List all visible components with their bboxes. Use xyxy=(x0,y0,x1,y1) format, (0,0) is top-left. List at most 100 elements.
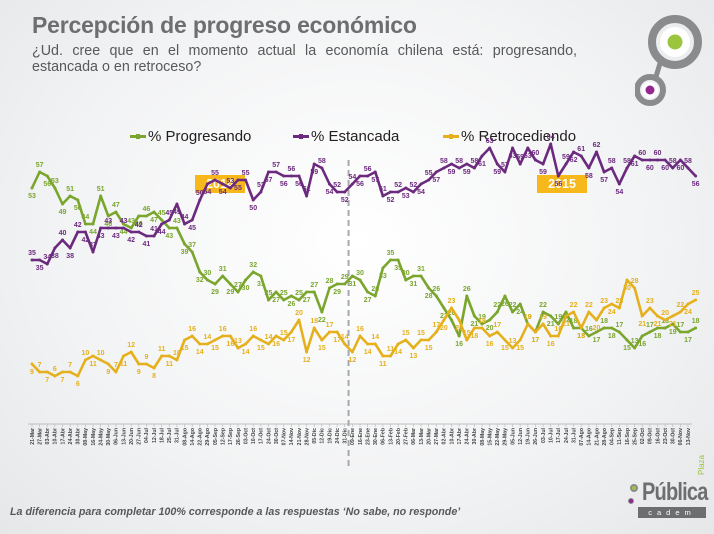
data-label: 14 xyxy=(196,349,204,356)
data-label: 62 xyxy=(570,157,578,164)
x-tick-label: 28-Nov xyxy=(304,428,310,445)
data-label: 23 xyxy=(448,298,456,305)
data-label: 41 xyxy=(150,226,158,233)
data-label: 14 xyxy=(341,334,349,341)
data-point xyxy=(320,310,324,314)
data-label: 56 xyxy=(692,181,700,188)
data-label: 15 xyxy=(257,345,265,352)
data-label: 19 xyxy=(539,314,547,321)
x-tick-label: 10-Abr xyxy=(449,428,455,444)
x-tick-label: 22-May xyxy=(495,428,501,446)
data-label: 22 xyxy=(570,302,578,309)
data-point xyxy=(289,294,293,298)
data-point xyxy=(183,242,187,246)
data-label: 50 xyxy=(249,205,257,212)
data-point xyxy=(396,342,400,346)
data-point xyxy=(53,246,57,250)
data-label: 24 xyxy=(608,309,616,316)
data-point xyxy=(266,342,270,346)
data-point xyxy=(457,166,461,170)
data-point xyxy=(503,294,507,298)
x-tick-label: 17-Abr xyxy=(457,428,463,444)
data-point xyxy=(114,370,118,374)
data-label: 16 xyxy=(638,341,646,348)
data-point xyxy=(434,330,438,334)
data-point xyxy=(564,314,568,318)
data-point xyxy=(244,342,248,346)
data-label: 19 xyxy=(478,314,486,321)
x-tick-label: 16-Oct xyxy=(655,428,661,444)
data-point xyxy=(144,234,148,238)
data-label: 43 xyxy=(173,218,181,225)
data-label: 22 xyxy=(585,302,593,309)
data-label: 29 xyxy=(333,289,341,296)
data-label: 29 xyxy=(341,274,349,281)
x-tick-label: 11-Sep xyxy=(617,428,623,445)
data-point xyxy=(160,222,164,226)
data-label: 35 xyxy=(36,265,44,272)
data-point xyxy=(137,214,141,218)
data-label: 50 xyxy=(74,205,82,212)
data-point xyxy=(144,362,148,366)
data-label: 18 xyxy=(600,318,608,325)
data-point xyxy=(83,230,87,234)
data-point xyxy=(297,174,301,178)
data-point xyxy=(198,270,202,274)
data-point xyxy=(167,218,171,222)
data-label: 26 xyxy=(501,301,509,308)
data-point xyxy=(663,326,667,330)
data-point xyxy=(312,326,316,330)
x-tick-label: 08-May xyxy=(83,428,89,446)
data-label: 18 xyxy=(661,318,669,325)
x-tick-label: 13-Mar xyxy=(419,428,425,445)
data-label: 51 xyxy=(66,186,74,193)
data-label: 20 xyxy=(440,325,448,332)
data-point xyxy=(274,290,278,294)
data-point xyxy=(183,222,187,226)
data-point xyxy=(610,326,614,330)
x-tick-label: 12-Jul xyxy=(152,427,158,443)
x-tick-label: 10-Abr xyxy=(53,428,59,444)
data-point xyxy=(411,274,415,278)
data-point xyxy=(602,326,606,330)
page-title: Percepción de progreso económico xyxy=(32,12,417,38)
data-label: 22 xyxy=(318,317,326,324)
data-label: 56 xyxy=(364,166,372,173)
data-label: 43 xyxy=(127,218,135,225)
data-point xyxy=(389,354,393,358)
data-point xyxy=(38,370,42,374)
x-tick-label: 29-Ago xyxy=(205,428,211,446)
data-point xyxy=(45,262,49,266)
data-point xyxy=(686,166,690,170)
data-point xyxy=(442,306,446,310)
data-point xyxy=(655,314,659,318)
data-point xyxy=(350,350,354,354)
data-point xyxy=(122,354,126,358)
data-point xyxy=(427,286,431,290)
data-label: 43 xyxy=(120,218,128,225)
data-label: 8 xyxy=(152,373,156,380)
x-tick-label: 05-Dic xyxy=(312,428,318,444)
footnote: La diferencia para completar 100% corres… xyxy=(10,506,461,518)
data-label: 18 xyxy=(654,333,662,340)
data-point xyxy=(411,190,415,194)
data-point xyxy=(594,330,598,334)
data-point xyxy=(381,354,385,358)
brand-prefix: Plaza xyxy=(697,454,706,475)
data-point xyxy=(30,362,34,366)
data-label: 28 xyxy=(425,293,433,300)
brand-sub: cadem xyxy=(638,507,706,518)
data-point xyxy=(320,166,324,170)
logo-dot-purple-icon xyxy=(628,498,634,504)
data-label: 59 xyxy=(493,169,501,176)
data-label: 17 xyxy=(493,322,501,329)
x-tick-label: 21-Ago xyxy=(594,428,600,446)
data-label: 37 xyxy=(89,242,97,249)
data-label: 13 xyxy=(509,338,517,345)
data-label: 55 xyxy=(211,170,219,177)
data-label: 7 xyxy=(45,377,49,384)
data-label: 12 xyxy=(348,357,356,364)
data-point xyxy=(389,190,393,194)
data-label: 15 xyxy=(463,330,471,337)
data-point xyxy=(236,290,240,294)
